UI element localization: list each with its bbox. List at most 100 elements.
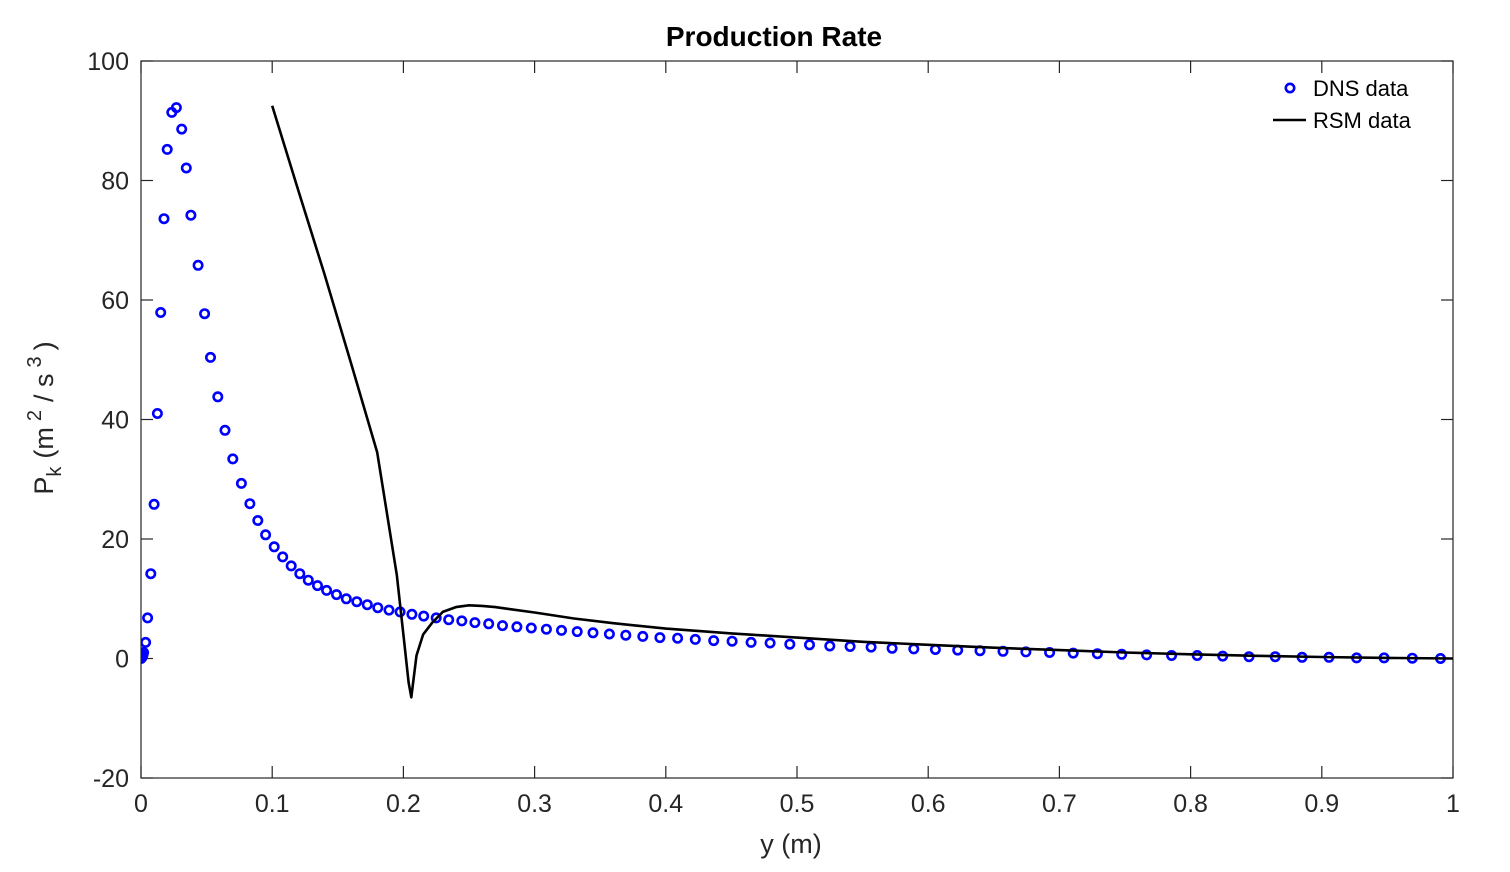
y-tick-label: 80 — [101, 168, 129, 196]
data-point-dns — [260, 529, 272, 541]
data-point-dns — [148, 498, 160, 510]
data-point-dns — [383, 604, 395, 616]
data-point-dns — [469, 617, 481, 629]
legend-label-rsm: RSM data — [1313, 108, 1412, 133]
data-point-dns — [603, 628, 615, 640]
data-point-dns — [372, 602, 384, 614]
data-point-dns — [185, 209, 197, 221]
data-point-dns — [406, 608, 418, 620]
data-point-dns — [456, 615, 468, 627]
legend-marker-dns — [1284, 82, 1296, 94]
data-point-dns — [803, 639, 815, 651]
data-point-dns — [311, 580, 323, 592]
data-point-dns — [340, 593, 352, 605]
data-point-dns — [496, 620, 508, 632]
data-point-dns — [205, 351, 217, 363]
data-point-dns — [540, 623, 552, 635]
data-point-dns — [180, 162, 192, 174]
data-point-dns — [285, 560, 297, 572]
x-tick-label: 0.6 — [911, 790, 946, 818]
x-tick-label: 0.3 — [517, 790, 552, 818]
data-point-dns — [1116, 648, 1128, 660]
data-point-dns — [161, 143, 173, 155]
y-tick-label: -20 — [93, 765, 129, 793]
data-point-dns — [302, 574, 314, 586]
data-point-dns — [784, 638, 796, 650]
data-point-dns — [170, 102, 182, 114]
data-point-dns — [330, 589, 342, 601]
x-tick-label: 1 — [1446, 790, 1460, 818]
x-tick-label: 0.5 — [780, 790, 815, 818]
data-point-dns — [268, 541, 280, 553]
x-tick-label: 0.9 — [1304, 790, 1339, 818]
data-point-dns — [1044, 646, 1056, 658]
data-point-dns — [824, 640, 836, 652]
data-point-dns — [141, 636, 152, 648]
data-point-dns — [1067, 647, 1079, 659]
data-point-dns — [219, 424, 231, 436]
x-tick-label: 0.2 — [386, 790, 421, 818]
y-tick-label: 20 — [101, 526, 129, 554]
x-tick-label: 0.7 — [1042, 790, 1077, 818]
y-axis-label-sup2: 3 — [24, 356, 46, 367]
data-point-dns — [726, 635, 738, 647]
data-point-dns — [199, 308, 211, 320]
data-point-dns — [235, 477, 247, 489]
y-tick-label: 60 — [101, 287, 129, 315]
x-tick-label: 0.4 — [648, 790, 683, 818]
data-point-dns — [511, 621, 523, 633]
data-point-dns — [672, 632, 684, 644]
data-point-dns — [483, 618, 495, 630]
data-point-dns — [212, 391, 224, 403]
legend-label-dns: DNS data — [1313, 76, 1409, 101]
y-tick-label: 100 — [87, 48, 129, 76]
x-tick-label: 0.8 — [1173, 790, 1208, 818]
y-tick-label: 0 — [115, 646, 129, 674]
data-point-dns — [252, 514, 264, 526]
data-point-dns — [525, 622, 537, 634]
series-layer — [141, 102, 1453, 699]
data-point-dns — [587, 627, 599, 639]
data-point-dns — [637, 630, 649, 642]
data-point-dns — [708, 635, 720, 647]
y-axis-label-main: P — [29, 477, 59, 495]
x-axis-label: y (m) — [760, 829, 821, 859]
data-point-dns — [689, 633, 701, 645]
data-point-dns — [176, 123, 188, 135]
y-axis-label-unit-mid: / s — [29, 373, 59, 402]
x-axis-ticks: 0 0.1 0.2 0.3 0.4 0.5 0.6 0.7 0.8 0.9 1 — [134, 61, 1460, 818]
y-axis-label-unit-open: (m — [29, 427, 59, 458]
data-point-dns — [571, 626, 583, 638]
data-point-dns — [361, 599, 373, 611]
data-point-dns — [151, 407, 163, 419]
data-point-dns — [351, 596, 363, 608]
data-point-dns — [1166, 649, 1178, 661]
data-point-dns — [294, 568, 306, 580]
data-point-dns — [145, 568, 157, 580]
data-point-dns — [155, 306, 167, 318]
data-point-dns — [227, 453, 239, 465]
data-point-dns — [142, 612, 154, 624]
y-axis-label-sup1: 2 — [24, 410, 46, 421]
data-point-dns — [555, 624, 567, 636]
data-point-dns — [1091, 648, 1103, 660]
y-axis-ticks: -20 0 20 40 60 80 100 — [87, 48, 1453, 793]
data-point-dns — [1141, 649, 1153, 661]
series-line-rsm — [270, 105, 1453, 699]
y-tick-label: 40 — [101, 407, 129, 435]
legend: DNS data RSM data — [1273, 76, 1412, 133]
chart-title: Production Rate — [666, 21, 882, 52]
y-axis-label: Pk (m 2 / s 3) — [24, 341, 66, 494]
x-tick-label: 0.1 — [255, 790, 290, 818]
data-point-dns — [244, 498, 256, 510]
data-point-dns — [443, 614, 455, 626]
x-tick-label: 0 — [134, 790, 148, 818]
data-point-dns — [764, 637, 776, 649]
y-axis-label-sub: k — [44, 466, 66, 477]
data-point-dns — [430, 612, 442, 624]
data-point-dns — [745, 636, 757, 648]
plot-area — [140, 60, 1454, 779]
data-point-dns — [192, 259, 204, 271]
y-axis-label-unit-close: ) — [29, 341, 59, 350]
